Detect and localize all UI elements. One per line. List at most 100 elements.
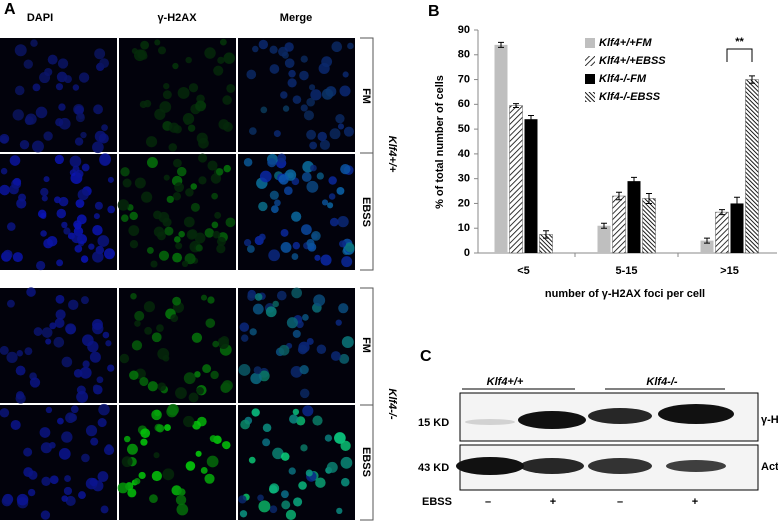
nucleus (126, 443, 138, 455)
nucleus (119, 353, 130, 364)
nucleus (156, 324, 164, 333)
legend-swatch (585, 56, 595, 66)
nucleus (47, 54, 58, 65)
nucleus (65, 323, 77, 335)
nucleus (300, 224, 312, 235)
nucleus (302, 405, 314, 417)
bracket (360, 37, 374, 271)
nucleus (321, 56, 333, 68)
size-label: 15 KD (418, 417, 449, 429)
bands (456, 404, 734, 475)
nucleus (170, 314, 179, 323)
nucleus (105, 444, 113, 451)
nucleus (186, 229, 197, 240)
nucleus (33, 327, 43, 336)
nucleus (55, 294, 65, 304)
nucleus (124, 435, 131, 443)
lane-label: + (550, 496, 556, 508)
nucleus (37, 209, 47, 219)
nucleus (40, 230, 47, 237)
nucleus (336, 507, 343, 515)
y-tick-label: 50 (458, 123, 470, 135)
bar (627, 181, 641, 253)
nucleus (211, 192, 218, 200)
nucleus (81, 453, 90, 463)
nucleus (40, 442, 52, 454)
error-bar (631, 176, 637, 186)
nucleus (303, 110, 314, 121)
nucleus (18, 193, 27, 202)
legend-label: Klf4+/+EBSS (599, 55, 666, 67)
nucleus (327, 202, 334, 209)
nucleus (98, 133, 109, 144)
band (658, 404, 734, 424)
nucleus (314, 254, 321, 261)
nucleus (291, 253, 299, 260)
nucleus (183, 372, 196, 385)
nucleus (72, 84, 80, 91)
nucleus (240, 419, 251, 430)
bar (745, 79, 759, 254)
nucleus (43, 238, 54, 249)
nucleus (168, 122, 180, 133)
nucleus (27, 488, 36, 497)
nucleus (221, 380, 233, 392)
nucleus (130, 292, 137, 300)
nucleus (133, 477, 141, 485)
nucleus (134, 310, 145, 321)
error-bar (749, 75, 755, 84)
column-header: Merge (280, 12, 312, 24)
nucleus (158, 250, 170, 261)
nucleus (26, 287, 36, 297)
nucleus (195, 244, 203, 252)
nucleus (183, 216, 195, 228)
nucleus (61, 431, 73, 443)
nucleus (239, 510, 248, 518)
nucleus (122, 178, 132, 188)
x-tick-label: <5 (517, 265, 530, 277)
nucleus (280, 241, 292, 253)
nucleus (138, 471, 146, 480)
nucleus (285, 509, 297, 520)
nucleus (265, 306, 277, 318)
nucleus (75, 199, 85, 208)
nucleus (337, 215, 349, 228)
nucleus (15, 391, 25, 400)
nucleus (188, 392, 199, 403)
error-bar (704, 237, 710, 244)
nucleus (93, 213, 100, 220)
nucleus (210, 173, 222, 184)
nucleus (173, 236, 181, 243)
nucleus (292, 95, 302, 104)
nucleus (40, 510, 51, 520)
nucleus (306, 337, 314, 345)
nucleus (329, 128, 341, 140)
legend-swatch (585, 74, 595, 84)
nucleus (166, 195, 174, 204)
nucleus (246, 69, 257, 80)
nucleus (194, 232, 206, 244)
nucleus (291, 211, 302, 222)
nucleus (299, 365, 309, 375)
nucleus (328, 176, 337, 185)
nucleus (251, 408, 260, 417)
column-header: DAPI (27, 12, 53, 24)
nucleus (75, 169, 84, 179)
nucleus (204, 228, 215, 238)
nucleus (192, 420, 201, 430)
nucleus (195, 450, 202, 457)
nucleus (100, 505, 109, 514)
legend-swatch (585, 92, 595, 102)
nucleus (239, 322, 250, 332)
band (456, 457, 524, 475)
nucleus (210, 370, 219, 380)
nucleus (120, 167, 130, 177)
nucleus (68, 299, 79, 311)
nucleus (150, 260, 158, 268)
nucleus (6, 351, 18, 364)
micrographs (0, 38, 355, 520)
nucleus (121, 456, 133, 468)
nucleus (300, 104, 308, 112)
nucleus (249, 328, 257, 336)
